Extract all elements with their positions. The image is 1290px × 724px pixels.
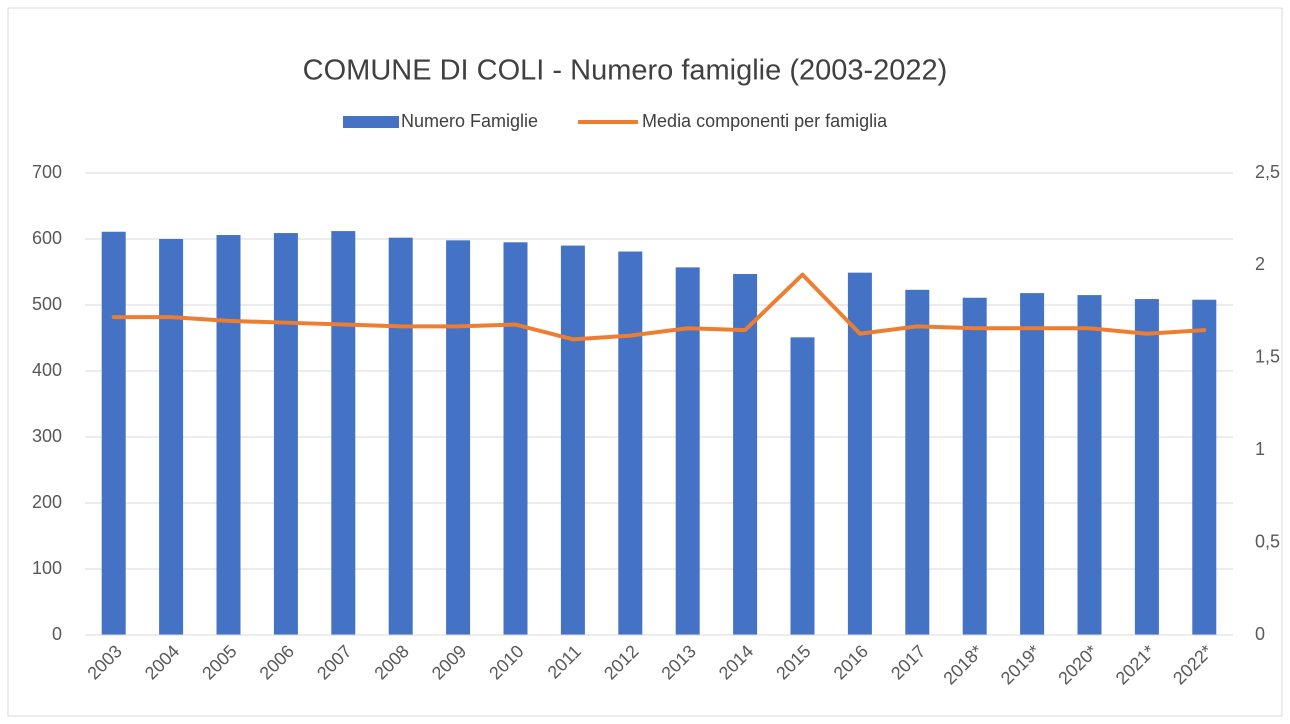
y2-tick-label: 1,5 bbox=[1255, 347, 1280, 367]
y-tick-label: 400 bbox=[32, 360, 62, 380]
y2-tick-label: 2,5 bbox=[1255, 162, 1280, 182]
y-tick-label: 500 bbox=[32, 294, 62, 314]
bar bbox=[962, 297, 987, 635]
bar bbox=[618, 251, 643, 636]
bar bbox=[159, 239, 184, 635]
bar bbox=[446, 240, 471, 635]
line bbox=[111, 272, 1207, 342]
bar bbox=[1020, 293, 1045, 635]
y-tick-label: 200 bbox=[32, 492, 62, 512]
y-tick-label: 600 bbox=[32, 228, 62, 248]
bar bbox=[733, 273, 758, 635]
bar bbox=[388, 237, 413, 635]
bar bbox=[675, 267, 700, 635]
y-tick-label: 100 bbox=[32, 558, 62, 578]
legend-swatch bbox=[343, 116, 399, 128]
y-tick-label: 300 bbox=[32, 426, 62, 446]
y-tick-label: 700 bbox=[32, 162, 62, 182]
y-tick-label: 0 bbox=[52, 624, 62, 644]
bar bbox=[273, 233, 298, 635]
y2-tick-label: 0,5 bbox=[1255, 531, 1280, 551]
legend-label: Numero Famiglie bbox=[401, 111, 538, 131]
legend-label: Media componenti per famiglia bbox=[642, 111, 888, 131]
y2-tick-label: 2 bbox=[1255, 254, 1265, 274]
bar bbox=[560, 245, 585, 635]
bar bbox=[331, 231, 356, 635]
bar bbox=[1192, 299, 1217, 635]
y2-tick-label: 1 bbox=[1255, 439, 1265, 459]
bar bbox=[216, 235, 241, 636]
bar bbox=[503, 242, 528, 636]
chart-title: COMUNE DI COLI - Numero famiglie (2003-2… bbox=[303, 55, 948, 87]
bar bbox=[1077, 295, 1102, 635]
bar bbox=[1134, 299, 1159, 635]
y2-tick-label: 0 bbox=[1255, 624, 1265, 644]
bar bbox=[790, 337, 815, 635]
bar bbox=[905, 289, 930, 635]
bar bbox=[101, 231, 126, 636]
